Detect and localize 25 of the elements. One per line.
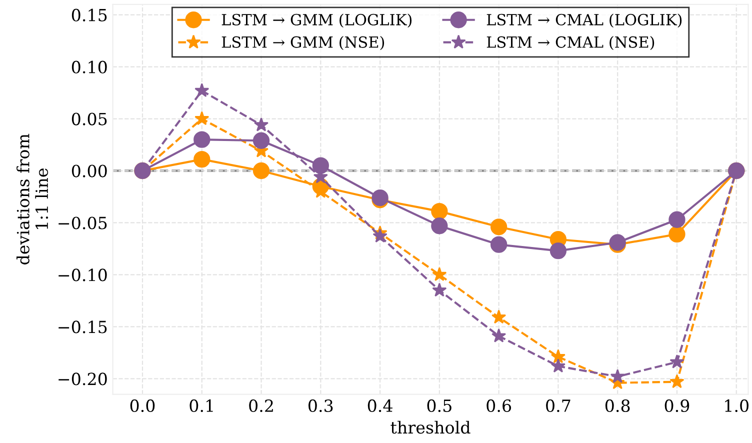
- y-tick-label: 0.15: [72, 8, 107, 22]
- x-axis-title: threshold: [390, 420, 470, 434]
- x-tick-label: 1.0: [725, 399, 749, 412]
- legend-label: LSTM → CMAL (NSE): [486, 36, 654, 50]
- x-tick-label: 0.3: [308, 399, 333, 412]
- legend-label: LSTM → GMM (NSE): [222, 36, 384, 50]
- x-tick-label: 0.8: [605, 399, 630, 412]
- y-tick-label: −0.15: [58, 320, 107, 334]
- y-tick-label: 0.10: [72, 60, 107, 74]
- y-tick-label: −0.20: [58, 372, 107, 386]
- x-tick-label: 0.5: [427, 399, 452, 412]
- x-tick-label: 0.9: [664, 399, 690, 412]
- x-tick-label: 0.6: [486, 399, 512, 412]
- x-tick-label: 0.0: [130, 399, 155, 412]
- legend-label: LSTM → GMM (LOGLIK): [222, 14, 412, 28]
- x-tick-label: 0.1: [190, 399, 213, 412]
- y-tick-label: −0.05: [58, 216, 107, 230]
- y-tick-label: 0.00: [72, 164, 107, 178]
- legend-label: LSTM → CMAL (LOGLIK): [486, 14, 682, 28]
- y-tick-label: −0.10: [58, 268, 107, 282]
- x-tick-label: 0.4: [368, 399, 392, 412]
- y-axis-title: deviations from 1:1 line: [16, 134, 48, 264]
- x-tick-label: 0.7: [546, 399, 570, 412]
- y-tick-label: 0.05: [72, 112, 107, 126]
- x-tick-label: 0.2: [249, 399, 273, 412]
